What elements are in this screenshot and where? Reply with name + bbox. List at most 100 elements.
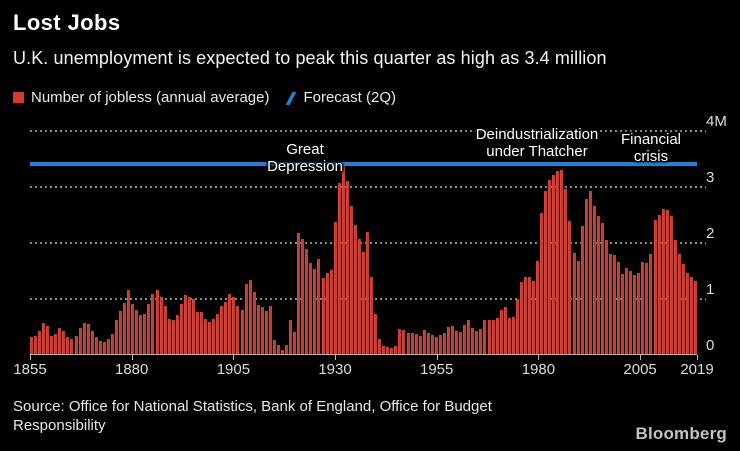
legend: Number of jobless (annual average) Forec…: [13, 89, 396, 106]
bar: [187, 296, 191, 354]
bar: [78, 327, 82, 354]
legend-label-jobless: Number of jobless (annual average): [31, 89, 270, 106]
bar: [321, 277, 325, 354]
bar: [50, 335, 54, 354]
bar: [260, 307, 264, 354]
bar: [70, 338, 74, 354]
source-note: Source: Office for National Statistics, …: [13, 398, 492, 434]
bar: [544, 190, 548, 354]
bar: [410, 333, 414, 354]
bar: [572, 253, 576, 354]
bar: [487, 319, 491, 354]
x-tick-label: 1855: [13, 361, 47, 378]
bar: [183, 295, 187, 354]
bar: [131, 303, 135, 354]
bar: [398, 328, 402, 354]
bar: [528, 276, 531, 354]
bar: [442, 332, 446, 354]
bar: [467, 320, 471, 354]
bar: [171, 320, 175, 354]
bar: [669, 215, 673, 354]
bar: [151, 293, 155, 354]
legend-item-jobless: Number of jobless (annual average): [13, 89, 269, 106]
bar: [596, 215, 600, 354]
bar: [483, 320, 487, 354]
bar: [455, 330, 459, 354]
bar: [42, 322, 46, 354]
bar: [645, 263, 649, 354]
bar: [637, 273, 641, 354]
bar: [333, 221, 337, 354]
bar: [394, 346, 398, 354]
bar: [102, 342, 106, 354]
bar: [305, 249, 309, 354]
bar: [653, 220, 657, 354]
bar: [167, 318, 171, 354]
bar: [98, 340, 102, 354]
bar: [248, 280, 252, 354]
x-tick-label: 1955: [420, 361, 454, 378]
x-tick-label: 2019: [680, 361, 714, 378]
bar: [519, 282, 523, 354]
bar: [90, 331, 94, 354]
bar: [362, 251, 365, 354]
chart-annotation: Great Depression: [267, 141, 343, 175]
bar: [115, 320, 119, 354]
bar: [264, 311, 268, 354]
bar: [414, 333, 418, 354]
bar: [617, 262, 621, 354]
bar: [576, 261, 580, 354]
chart-annotation: Financial crisis: [620, 131, 682, 165]
bar: [252, 292, 256, 354]
bar: [378, 338, 382, 354]
chart-annotation: Deindustrialization under Thatcher: [475, 126, 599, 160]
bar: [495, 317, 499, 354]
bar: [386, 347, 390, 354]
bar: [677, 254, 681, 354]
bar: [123, 302, 127, 354]
x-tick: [697, 355, 698, 360]
bar: [584, 198, 588, 354]
bar: [353, 225, 357, 354]
forecast-line: [30, 161, 697, 166]
y-tick-label: 1: [706, 281, 715, 298]
bar: [548, 180, 552, 354]
bar: [175, 315, 179, 354]
bar: [337, 183, 341, 354]
y-tick-label: 4M: [706, 113, 727, 130]
bar: [74, 335, 78, 354]
bar: [459, 331, 463, 354]
bar: [511, 317, 515, 354]
legend-item-forecast: Forecast (2Q): [285, 89, 396, 106]
bar: [147, 303, 151, 354]
bar: [301, 239, 305, 354]
bar: [110, 333, 114, 354]
bar: [281, 349, 285, 354]
bar: [422, 329, 426, 354]
bar: [447, 327, 451, 354]
bar: [540, 212, 544, 354]
bar: [240, 310, 244, 354]
page-title: Lost Jobs: [13, 10, 121, 35]
bar: [552, 174, 556, 354]
bar: [600, 223, 604, 354]
bar: [564, 188, 568, 354]
bar: [556, 170, 560, 354]
x-tick: [335, 355, 336, 360]
bar: [228, 293, 232, 354]
bar: [592, 206, 596, 354]
bar: [349, 205, 353, 354]
y-tick-label: 2: [706, 225, 715, 242]
bar: [293, 331, 297, 354]
bar: [272, 340, 276, 354]
bar: [536, 260, 540, 354]
bar: [268, 305, 272, 354]
bar: [390, 347, 394, 354]
bar: [106, 338, 110, 354]
bar: [38, 330, 42, 354]
bar: [119, 310, 123, 354]
blue-slash-icon: [285, 91, 297, 105]
x-tick: [538, 355, 540, 360]
bar: [212, 318, 216, 354]
